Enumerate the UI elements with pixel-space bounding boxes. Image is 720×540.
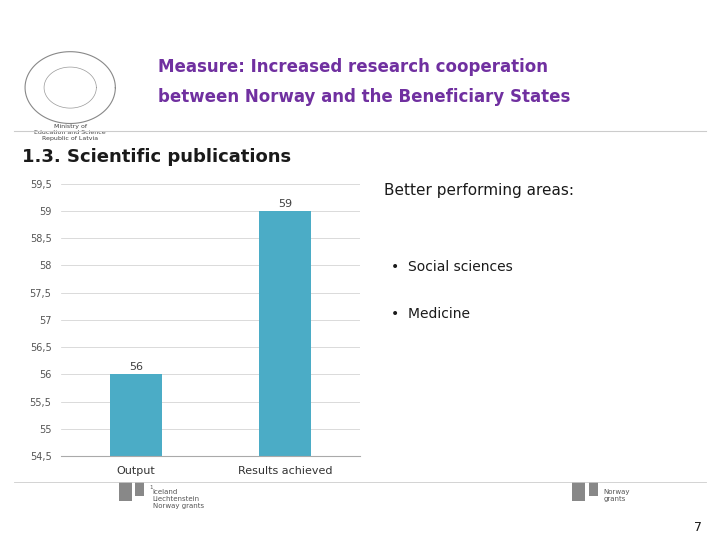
Text: 59: 59	[278, 199, 292, 208]
Text: 56: 56	[129, 362, 143, 372]
Bar	[119, 482, 132, 501]
Text: between Norway and the Beneficiary States: between Norway and the Beneficiary State…	[158, 88, 571, 106]
Bar	[259, 211, 312, 540]
Bar	[135, 482, 144, 496]
Text: •  Medicine: • Medicine	[391, 307, 470, 321]
Bar	[109, 375, 162, 540]
Text: Measure: Increased research cooperation: Measure: Increased research cooperation	[158, 58, 549, 77]
Bar	[589, 482, 598, 496]
Text: •  Social sciences: • Social sciences	[391, 260, 513, 274]
Text: Ministry of
Education and Science
Republic of Latvia: Ministry of Education and Science Republ…	[35, 124, 106, 141]
Text: Better performing areas:: Better performing areas:	[384, 183, 575, 198]
Text: Iceland
Liechtenstein
Norway grants: Iceland Liechtenstein Norway grants	[153, 489, 204, 509]
Text: 7: 7	[694, 522, 702, 535]
Text: 1: 1	[149, 485, 153, 490]
Text: Norway
grants: Norway grants	[603, 489, 630, 502]
Bar	[572, 482, 585, 501]
Text: 1.3. Scientific publications: 1.3. Scientific publications	[22, 147, 291, 166]
